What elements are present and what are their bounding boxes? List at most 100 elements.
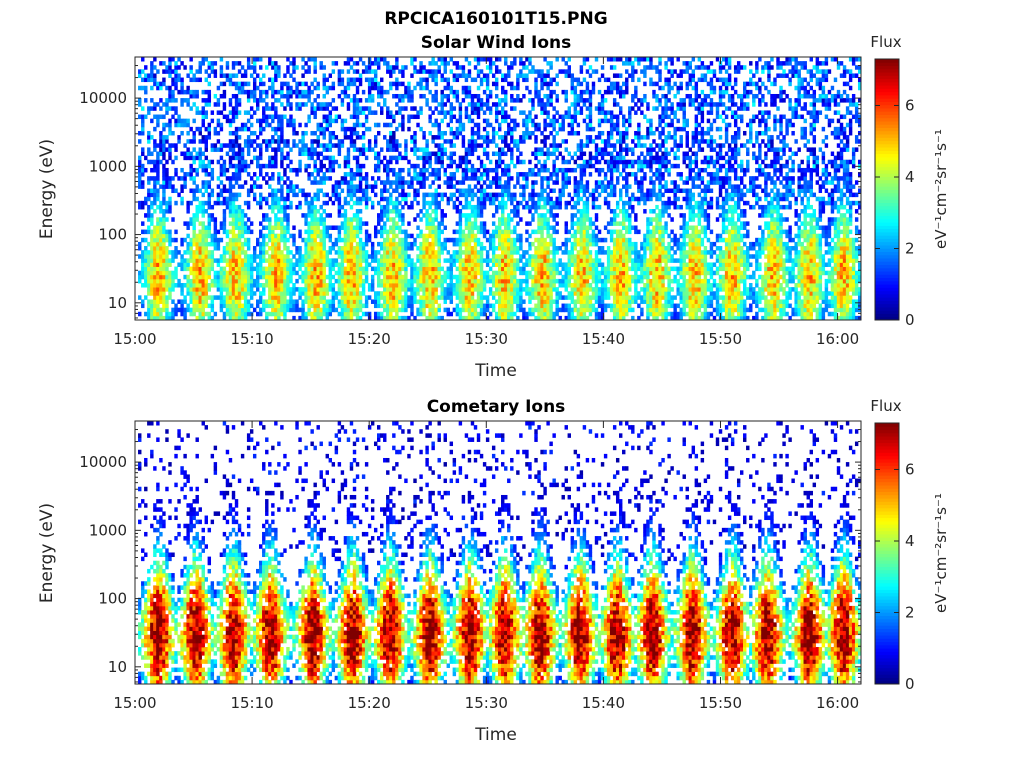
spectrogram-cell <box>364 155 369 161</box>
spectrogram-cell <box>186 85 190 91</box>
spectrogram-cell <box>237 258 242 263</box>
spectrogram-cell <box>292 192 296 198</box>
spectrogram-cell <box>292 307 296 313</box>
spectrogram-cell <box>328 85 333 91</box>
spectrogram-cell <box>144 311 148 317</box>
spectrogram-cell <box>473 283 478 288</box>
spectrogram-cell <box>222 73 227 78</box>
spectrogram-cell <box>534 262 538 267</box>
spectrogram-cell <box>494 258 499 263</box>
spectrogram-cell <box>413 188 417 194</box>
spectrogram-cell <box>268 155 272 161</box>
spectrogram-cell <box>295 204 299 210</box>
spectrogram-cell <box>246 200 251 206</box>
spectrogram-cell <box>464 295 469 300</box>
spectrogram-cell <box>334 106 339 111</box>
spectrogram-cell <box>416 69 420 74</box>
spectrogram-cell <box>377 213 381 218</box>
spectrogram-cell <box>522 307 526 313</box>
spectrogram-cell <box>210 307 215 313</box>
spectrogram-cell <box>501 221 505 226</box>
spectrogram-cell <box>434 241 438 247</box>
spectrogram-cell <box>183 266 187 272</box>
spectrogram-cell <box>240 151 245 157</box>
spectrogram-cell <box>280 130 284 136</box>
spectrogram-cell <box>352 192 357 198</box>
spectrogram-cell <box>386 143 390 148</box>
spectrogram-cell <box>201 241 205 247</box>
spectrogram-cell <box>156 143 160 148</box>
spectrogram-cell <box>192 250 196 255</box>
spectrogram-cell <box>225 204 230 210</box>
spectrogram-cell <box>437 283 441 288</box>
spectrogram-cell <box>364 188 369 194</box>
spectrogram-cell <box>138 184 142 189</box>
spectrogram-cell <box>210 217 215 222</box>
spectrogram-cell <box>528 299 532 304</box>
spectrogram-cell <box>425 295 429 300</box>
spectrogram-cell <box>171 254 175 259</box>
spectrogram-cell <box>491 176 496 181</box>
spectrogram-cell <box>355 172 360 177</box>
spectrogram-cell <box>204 303 208 309</box>
spectrogram-cell <box>225 295 230 300</box>
spectrogram-cell <box>401 241 405 247</box>
spectrogram-cell <box>355 274 360 280</box>
spectrogram-cell <box>234 274 239 280</box>
spectrogram-cell <box>283 311 287 317</box>
spectrogram-cell <box>367 65 372 70</box>
spectrogram-cell <box>407 283 411 288</box>
spectrogram-cell <box>144 270 148 276</box>
spectrogram-cell <box>268 299 272 304</box>
spectrogram-cell <box>392 180 396 185</box>
spectrogram-cell <box>461 98 466 103</box>
spectrogram-cell <box>467 192 472 198</box>
spectrogram-cell <box>428 283 432 288</box>
spectrogram-cell <box>168 287 172 292</box>
spectrogram-cell <box>358 270 363 276</box>
spectrogram-cell <box>289 85 293 91</box>
spectrogram-cell <box>271 209 275 214</box>
spectrogram-cell <box>340 213 345 218</box>
spectrogram-cell <box>277 69 281 74</box>
spectrogram-cell <box>458 126 463 132</box>
spectrogram-cell <box>389 122 393 128</box>
spectrogram-cell <box>386 139 390 144</box>
spectrogram-cell <box>398 151 402 157</box>
spectrogram-cell <box>310 106 314 111</box>
spectrogram-cell <box>437 143 441 148</box>
spectrogram-cell <box>343 196 348 202</box>
spectrogram-cell <box>476 315 481 321</box>
spectrogram-cell <box>204 57 208 62</box>
spectrogram-cell <box>491 192 496 198</box>
spectrogram-cell <box>283 200 287 206</box>
spectrogram-cell <box>479 229 484 235</box>
spectrogram-cell <box>522 122 526 128</box>
spectrogram-cell <box>422 241 426 247</box>
spectrogram-cell <box>195 233 199 239</box>
spectrogram-cell <box>222 196 227 202</box>
spectrogram-cell <box>504 77 508 83</box>
spectrogram-cell <box>147 209 151 214</box>
spectrogram-cell <box>455 89 460 95</box>
spectrogram-cell <box>228 237 233 243</box>
spectrogram-cell <box>331 135 336 140</box>
spectrogram-cell <box>177 283 181 288</box>
spectrogram-cell <box>262 81 266 87</box>
spectrogram-cell <box>510 307 514 313</box>
spectrogram-cell <box>346 291 351 296</box>
spectrogram-cell <box>289 266 293 272</box>
spectrogram-cell <box>268 143 272 148</box>
spectrogram-cell <box>274 69 278 74</box>
spectrogram-cell <box>234 130 239 136</box>
spectrogram-cell <box>361 266 366 272</box>
spectrogram-cell <box>510 303 514 309</box>
spectrogram-cell <box>413 143 417 148</box>
spectrogram-cell <box>407 126 411 132</box>
spectrogram-cell <box>422 291 426 296</box>
spectrogram-cell <box>413 106 417 111</box>
spectrogram-cell <box>228 180 233 185</box>
spectrogram-cell <box>286 155 290 161</box>
spectrogram-cell <box>455 188 460 194</box>
spectrogram-cell <box>304 93 308 99</box>
